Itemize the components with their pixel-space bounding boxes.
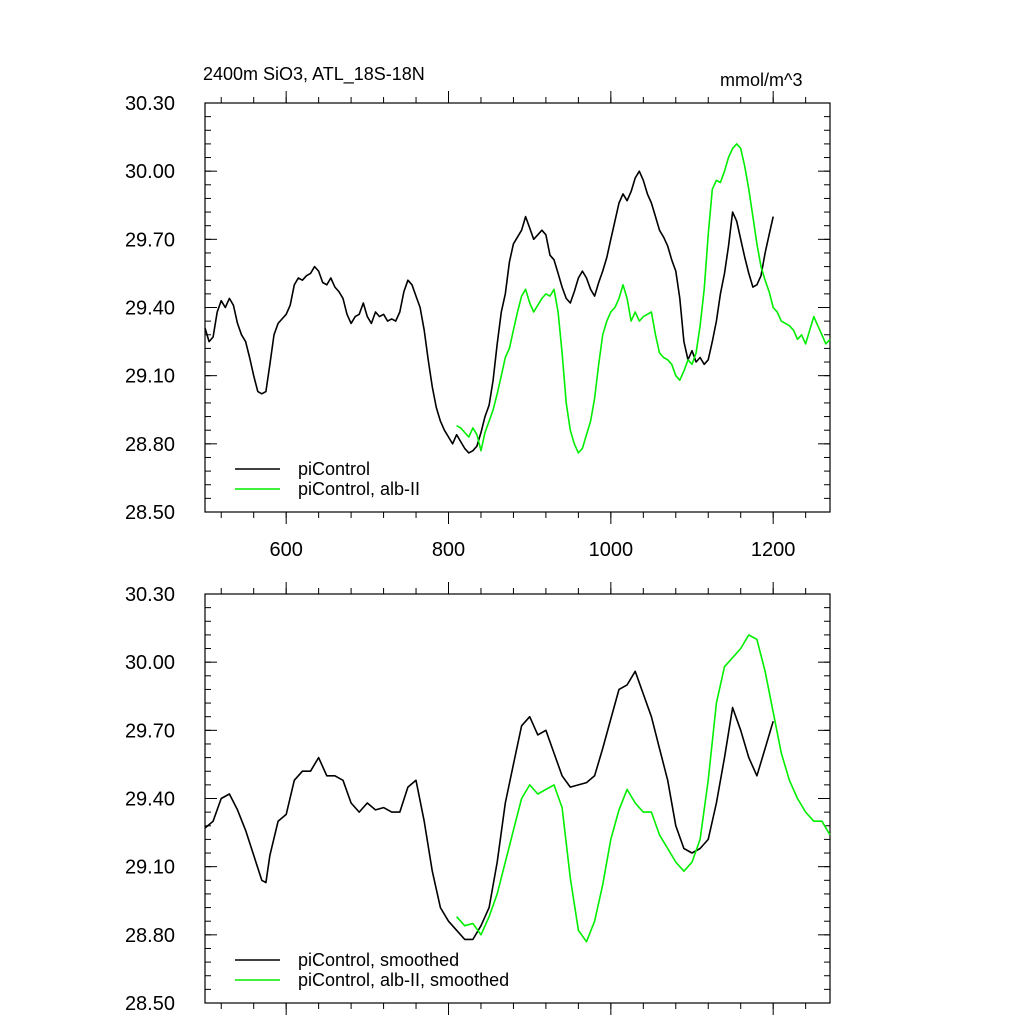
y-tick-label: 28.50 [125, 993, 175, 1015]
y-tick-label: 30.00 [125, 161, 175, 183]
plot-frame [204, 593, 831, 1004]
y-tick-label: 29.70 [125, 229, 175, 251]
series-line-alb [456, 634, 831, 943]
x-tick-label: 1200 [751, 539, 796, 561]
y-tick-label: 30.00 [125, 652, 175, 674]
legend-label: piControl, alb-II [298, 479, 420, 499]
legend-label: piControl, alb-II, smoothed [298, 970, 509, 990]
legend-label: piControl [298, 459, 370, 479]
y-tick-label: 28.80 [125, 434, 175, 456]
x-tick-label: 1000 [589, 539, 634, 561]
series-line-alb [456, 143, 831, 454]
y-tick-label: 30.30 [125, 584, 175, 606]
legend-label: piControl, smoothed [298, 950, 459, 970]
y-tick-label: 29.40 [125, 789, 175, 811]
panel-raw: 28.50 28.80 29.10 29.40 29.70 30.00 30.30 600 80… [125, 91, 831, 561]
plot-frame [204, 102, 831, 513]
y-tick-label: 29.10 [125, 857, 175, 879]
y-tick-label: 29.10 [125, 366, 175, 388]
chart-title: 2400m SiO3, ATL_18S-18N [203, 64, 425, 84]
x-tick-label: 800 [432, 539, 465, 561]
y-tick-label: 29.70 [125, 720, 175, 742]
y-tick-label: 30.30 [125, 93, 175, 115]
x-tick-label: 600 [269, 539, 302, 561]
y-tick-label: 28.80 [125, 925, 175, 947]
panel-smoothed: 28.50 28.80 29.10 29.40 29.70 30.00 30.30 piCon… [125, 582, 831, 1015]
units-label: mmol/m^3 [720, 70, 803, 90]
series-line-control [204, 670, 774, 941]
y-tick-label: 28.50 [125, 502, 175, 524]
y-tick-label: 29.40 [125, 298, 175, 320]
series-line-control [204, 170, 774, 454]
